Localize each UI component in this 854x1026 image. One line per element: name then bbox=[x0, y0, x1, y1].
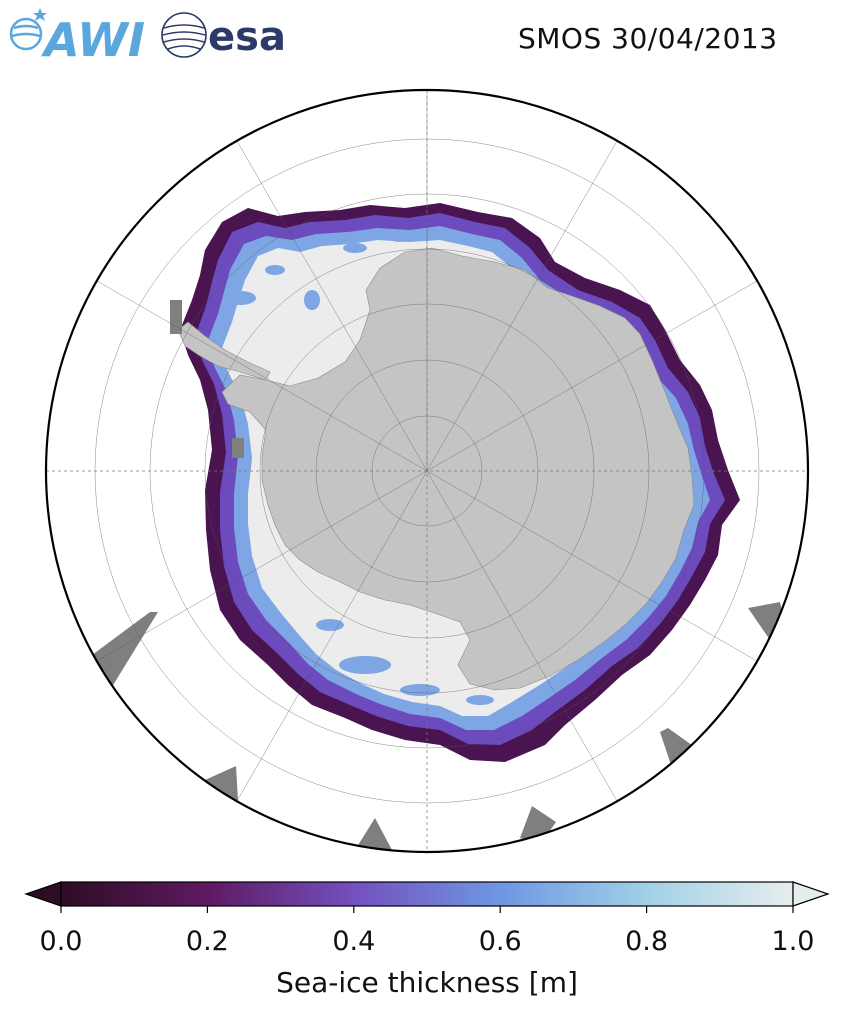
colorbar-tick-label: 0.8 bbox=[625, 926, 669, 957]
esa-logo-text: esa bbox=[208, 14, 286, 60]
map-title: SMOS 30/04/2013 bbox=[518, 22, 778, 55]
central-axes bbox=[46, 90, 808, 852]
colorbar bbox=[24, 881, 830, 913]
sea-ice-map bbox=[44, 88, 810, 854]
colorbar-extend-max bbox=[792, 881, 830, 907]
colorbar-tick-label: 1.0 bbox=[771, 926, 815, 957]
colorbar-tick-label: 0.4 bbox=[332, 926, 376, 957]
colorbar-bar bbox=[60, 881, 794, 907]
colorbar-tick-label: 0.0 bbox=[39, 926, 83, 957]
colorbar-extend-min bbox=[24, 881, 62, 907]
awi-logo: AWI bbox=[9, 8, 145, 60]
esa-logo: esa bbox=[161, 12, 286, 60]
colorbar-tick-label: 0.6 bbox=[478, 926, 522, 957]
colorbar-label: Sea-ice thickness [m] bbox=[276, 966, 578, 999]
antarctica-land bbox=[221, 247, 695, 691]
colorbar-ticks bbox=[60, 906, 794, 913]
colorbar-tick-label: 0.2 bbox=[185, 926, 229, 957]
meridians bbox=[96, 90, 758, 802]
antarctic-peninsula bbox=[177, 321, 271, 381]
missing-data bbox=[92, 300, 786, 850]
map-boundary bbox=[44, 88, 810, 854]
awi-logo-text: AWI bbox=[41, 13, 145, 60]
